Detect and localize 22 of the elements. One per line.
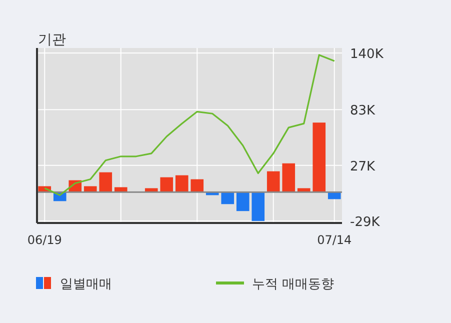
y-tick-label: -29K [350, 215, 380, 230]
bar [160, 177, 174, 192]
line-series [44, 54, 336, 196]
chart-title: 기관 [38, 32, 66, 48]
bar [175, 175, 188, 192]
x-tick-label: 07/14 [317, 233, 352, 247]
x-tick-label: 06/19 [27, 233, 62, 247]
legend-label: 일별매매 [60, 277, 112, 292]
bar [236, 192, 250, 212]
legend-label: 누적 매매동향 [252, 277, 334, 292]
bar [266, 171, 280, 192]
y-tick-label: 83K [350, 104, 376, 119]
bar [221, 192, 234, 204]
bar [114, 187, 128, 192]
y-tick-label: 27K [350, 159, 376, 174]
bar [252, 192, 265, 222]
bar [282, 163, 296, 192]
bar [84, 186, 97, 192]
bar [312, 122, 326, 192]
bar [99, 172, 112, 192]
bar [190, 179, 204, 192]
y-tick-label: 140K [350, 46, 384, 62]
